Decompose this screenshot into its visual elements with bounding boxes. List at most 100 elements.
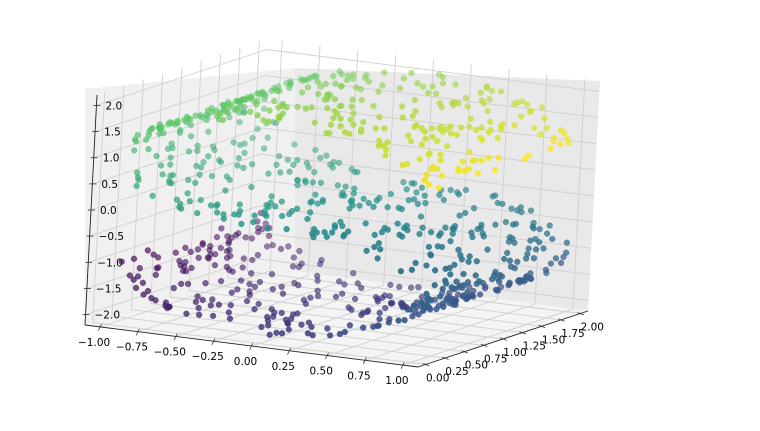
scatter-point bbox=[264, 225, 271, 232]
scatter-point bbox=[376, 114, 383, 121]
scatter-point bbox=[428, 125, 435, 132]
scatter-point bbox=[258, 323, 265, 331]
scatter-point bbox=[276, 153, 283, 160]
scatter-point bbox=[341, 328, 348, 336]
scatter-point bbox=[439, 285, 446, 293]
scatter-point bbox=[140, 291, 147, 298]
scatter-point bbox=[525, 152, 533, 159]
scatter-point bbox=[439, 128, 447, 136]
scatter-point bbox=[356, 202, 363, 209]
scatter-point bbox=[312, 146, 319, 154]
scatter-point bbox=[204, 254, 212, 261]
scatter-point bbox=[249, 161, 256, 168]
scatter-point bbox=[387, 190, 395, 198]
scatter-point bbox=[477, 89, 484, 96]
scatter-point bbox=[339, 290, 346, 297]
scatter-point bbox=[188, 133, 195, 140]
scatter-point bbox=[286, 211, 293, 218]
scatter-point bbox=[474, 226, 481, 233]
scatter-point bbox=[167, 172, 174, 180]
scatter-point bbox=[358, 284, 365, 292]
x-axis-tick bbox=[400, 362, 405, 369]
x-axis-tick bbox=[173, 333, 178, 341]
scatter-point bbox=[222, 187, 229, 194]
scatter-point bbox=[466, 123, 473, 130]
scatter-point bbox=[434, 138, 441, 145]
scatter-point bbox=[310, 234, 317, 241]
scatter-point bbox=[314, 277, 321, 284]
scatter-point bbox=[272, 203, 279, 210]
z-axis-tick-label: 1.0 bbox=[103, 153, 120, 165]
y-axis-tick bbox=[519, 331, 527, 335]
scatter-point bbox=[337, 122, 344, 130]
grid-line bbox=[92, 127, 263, 185]
scatter-point bbox=[346, 130, 353, 137]
scatter-point bbox=[317, 154, 324, 162]
scatter-point bbox=[254, 90, 261, 97]
scatter-point bbox=[436, 191, 443, 199]
scatter-point bbox=[462, 94, 470, 102]
scatter-point bbox=[158, 162, 165, 169]
scatter-point bbox=[214, 209, 221, 216]
scatter-point bbox=[384, 226, 391, 233]
scatter-point bbox=[501, 255, 508, 263]
scatter-point bbox=[518, 209, 525, 216]
scatter-point bbox=[376, 309, 383, 316]
z-axis-tick-label: −1.5 bbox=[96, 283, 122, 295]
scatter-point bbox=[269, 286, 276, 293]
scatter-point bbox=[464, 289, 471, 296]
scatter-point bbox=[246, 291, 253, 299]
scatter-point bbox=[309, 179, 317, 186]
scatter-point bbox=[130, 255, 138, 262]
scatter-point bbox=[399, 162, 406, 169]
scatter-point bbox=[285, 243, 292, 250]
scatter-point bbox=[514, 277, 522, 285]
scatter-point bbox=[462, 209, 469, 217]
scatter-point bbox=[439, 243, 446, 251]
scatter-point bbox=[504, 249, 511, 257]
scatter-point bbox=[396, 85, 403, 92]
scatter-point bbox=[336, 278, 343, 285]
scatter-point bbox=[317, 83, 325, 90]
scatter-point bbox=[530, 255, 538, 262]
scatter-point bbox=[522, 255, 530, 262]
scatter-point bbox=[329, 229, 336, 236]
scatter-point bbox=[433, 90, 440, 97]
scatter-point bbox=[418, 141, 426, 148]
scatter-point bbox=[234, 162, 241, 169]
scatter-point bbox=[149, 192, 156, 199]
grid-line bbox=[89, 179, 260, 237]
scatter-point bbox=[314, 287, 321, 294]
scatter-point bbox=[265, 232, 273, 240]
scatter-point bbox=[285, 326, 292, 333]
scatter-point bbox=[187, 248, 194, 255]
scatter-point bbox=[311, 119, 318, 126]
scatter-point bbox=[506, 280, 513, 288]
scatter-point bbox=[278, 309, 285, 317]
scatter-point bbox=[444, 142, 451, 150]
scatter-point bbox=[283, 226, 290, 233]
axes: −1.00 −0.75 −0.50 −0.25 0.00 0.25 0.50 0.75 1.00… bbox=[78, 94, 604, 387]
scatter-point bbox=[159, 171, 166, 178]
scatter-point bbox=[199, 296, 206, 304]
scatter-point bbox=[130, 276, 137, 283]
scatter-point bbox=[425, 89, 432, 97]
scatter-point bbox=[204, 112, 211, 120]
x-axis-tick bbox=[211, 338, 216, 345]
scatter-point bbox=[422, 135, 429, 142]
scatter-point bbox=[334, 182, 341, 189]
scatter-point bbox=[323, 233, 330, 240]
scatter-point bbox=[184, 190, 191, 197]
y-axis-tick-label: 0.25 bbox=[445, 366, 468, 378]
scatter-point bbox=[131, 136, 139, 143]
scatter-point bbox=[308, 323, 315, 331]
scatter-point bbox=[403, 186, 410, 193]
scatter-point bbox=[472, 272, 479, 279]
scatter-point bbox=[265, 203, 272, 211]
x-axis-tick-label: 0.75 bbox=[347, 370, 370, 382]
scatter-point bbox=[448, 130, 455, 137]
scatter-point bbox=[455, 168, 462, 175]
scatter-point bbox=[133, 182, 140, 190]
scatter-point bbox=[460, 292, 467, 299]
scatter-point bbox=[240, 255, 247, 262]
